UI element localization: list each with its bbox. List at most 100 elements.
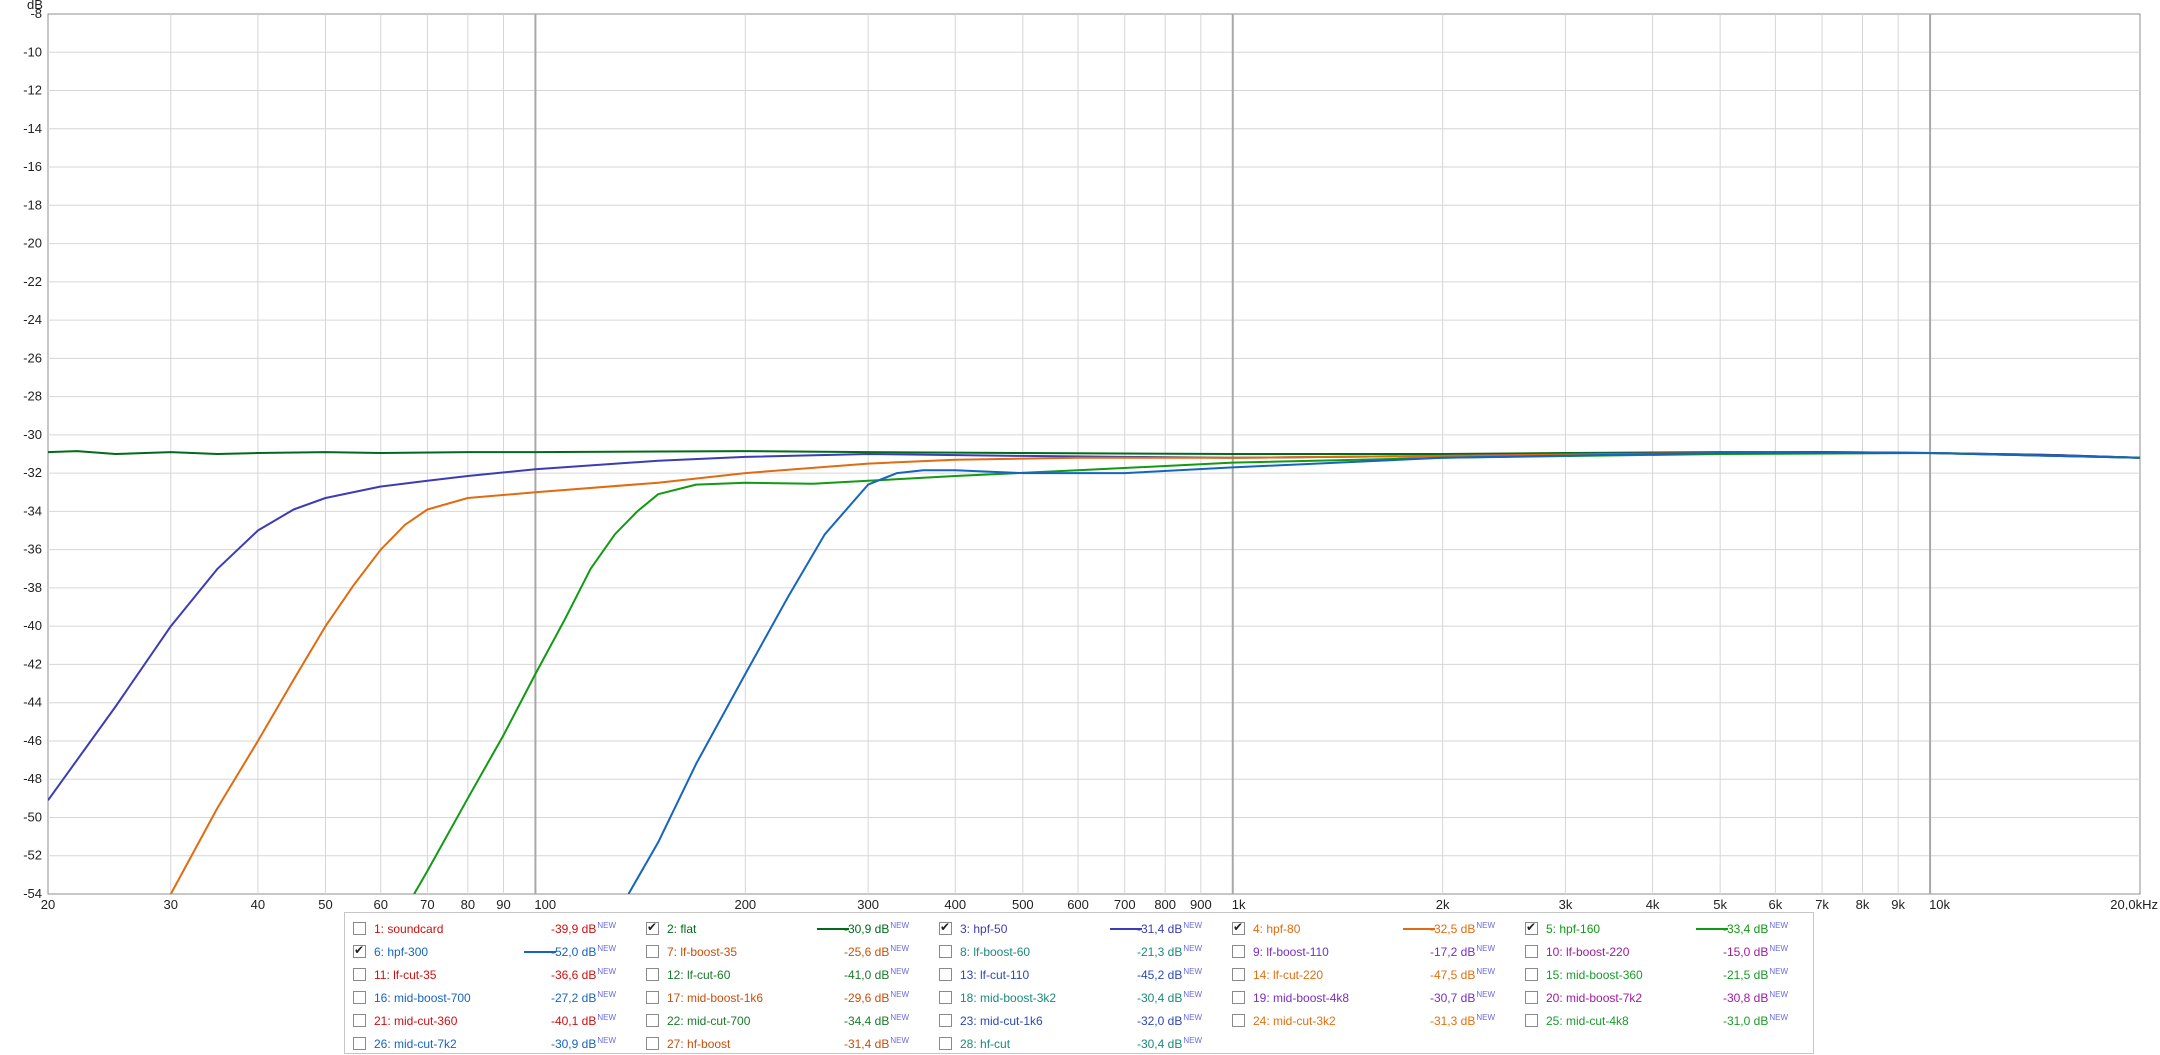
checkbox-checked[interactable] xyxy=(1232,920,1245,935)
x-tick-label: 70 xyxy=(420,897,434,910)
checkbox-checked[interactable] xyxy=(646,920,659,935)
checkbox-unchecked[interactable] xyxy=(939,945,952,958)
checkbox-unchecked[interactable] xyxy=(939,968,952,981)
checkbox-unchecked[interactable] xyxy=(939,991,952,1004)
legend-item[interactable]: 12: lf-cut-60 -41,0 dBNEW xyxy=(638,963,931,986)
checkbox-unchecked[interactable] xyxy=(353,968,366,981)
checkbox-unchecked[interactable] xyxy=(939,1037,952,1050)
x-tick-label: 30 xyxy=(164,897,178,910)
legend-item-label: 9: lf-boost-110 xyxy=(1253,944,1329,959)
legend-item[interactable]: 10: lf-boost-220 -15,0 dBNEW xyxy=(1517,940,1810,963)
y-tick-label: -42 xyxy=(23,656,42,671)
legend-value-text: -32,0 dB xyxy=(1136,1014,1183,1028)
legend-item[interactable]: 14: lf-cut-220 -47,5 dBNEW xyxy=(1224,963,1517,986)
checkbox-unchecked[interactable] xyxy=(1525,991,1538,1004)
checkbox-unchecked[interactable] xyxy=(1232,1014,1245,1027)
checkbox-unchecked[interactable] xyxy=(1525,945,1538,958)
legend-item-label: 22: mid-cut-700 xyxy=(667,1013,751,1028)
legend-item-value: -30,4 dBNEW xyxy=(1137,990,1202,1005)
legend-item-value: -30,8 dBNEW xyxy=(1723,990,1788,1005)
checkbox-checked[interactable] xyxy=(939,920,952,935)
legend-item[interactable]: 26: mid-cut-7k2 -30,9 dBNEW xyxy=(345,1032,638,1055)
x-tick-label: 8k xyxy=(1856,897,1870,910)
legend-swatch xyxy=(817,927,849,930)
legend-value-text: -25,6 dB xyxy=(843,945,890,959)
legend-item[interactable]: 3: hpf-50 -31,4 dBNEW xyxy=(931,917,1224,940)
legend-item[interactable]: 1: soundcard -39,9 dBNEW xyxy=(345,917,638,940)
legend-value-text: -40,1 dB xyxy=(550,1014,597,1028)
legend-item-label: 16: mid-boost-700 xyxy=(374,990,471,1005)
y-tick-label: -48 xyxy=(23,771,42,786)
y-tick-label: -20 xyxy=(23,236,42,251)
checkbox-checked[interactable] xyxy=(353,943,366,958)
legend-item[interactable]: 6: hpf-300 -52,0 dBNEW xyxy=(345,940,638,963)
y-tick-label: -16 xyxy=(23,159,42,174)
legend-item-label: 3: hpf-50 xyxy=(960,921,1008,936)
x-tick-label: 4k xyxy=(1646,897,1660,910)
legend-value-text: -47,5 dB xyxy=(1429,968,1476,982)
checkbox-unchecked[interactable] xyxy=(353,922,366,935)
frequency-response-chart[interactable]: -8 -10 -12 -14 -16 -18 -20 -22 -24 -26 -28 -30 -32 -3… xyxy=(0,0,2160,910)
new-tag: NEW xyxy=(597,990,616,999)
legend-item-value: -52,0 dBNEW xyxy=(551,944,616,959)
checkbox-unchecked[interactable] xyxy=(646,945,659,958)
x-tick-label: 600 xyxy=(1067,897,1089,910)
x-axis-ticks: 20 30 40 50 60 70 80 90 100 200 300 400 500 600 700 800… xyxy=(41,897,2158,910)
legend-row: 6: hpf-300 -52,0 dBNEW 7: lf-boost-35-25,6… xyxy=(345,940,1813,963)
checkbox-unchecked[interactable] xyxy=(646,991,659,1004)
legend-item[interactable]: 16: mid-boost-700 -27,2 dBNEW xyxy=(345,986,638,1009)
checkbox-unchecked[interactable] xyxy=(646,1037,659,1050)
legend-value-text: -27,2 dB xyxy=(550,991,597,1005)
legend-item[interactable]: 7: lf-boost-35 -25,6 dBNEW xyxy=(638,940,931,963)
legend-item[interactable]: 13: lf-cut-110 -45,2 dBNEW xyxy=(931,963,1224,986)
legend-item[interactable]: 28: hf-cut -30,4 dBNEW xyxy=(931,1032,1224,1055)
checkbox-unchecked[interactable] xyxy=(353,1037,366,1050)
legend-item[interactable]: 20: mid-boost-7k2 -30,8 dBNEW xyxy=(1517,986,1810,1009)
y-axis-ticks: -8 -10 -12 -14 -16 -18 -20 -22 -24 -26 -28 -30 -32 -3… xyxy=(23,6,42,901)
y-tick-label: -14 xyxy=(23,121,42,136)
checkbox-unchecked[interactable] xyxy=(939,1014,952,1027)
legend-item[interactable]: 24: mid-cut-3k2 -31,3 dBNEW xyxy=(1224,1009,1517,1032)
checkbox-unchecked[interactable] xyxy=(353,991,366,1004)
legend-row: 26: mid-cut-7k2 -30,9 dBNEW 27: hf-boost -3… xyxy=(345,1032,1813,1055)
legend-item[interactable]: 2: flat -30,9 dBNEW xyxy=(638,917,931,940)
legend-item[interactable]: 19: mid-boost-4k8 -30,7 dBNEW xyxy=(1224,986,1517,1009)
checkbox-unchecked[interactable] xyxy=(1232,968,1245,981)
checkbox-unchecked[interactable] xyxy=(353,1014,366,1027)
checkbox-unchecked[interactable] xyxy=(1525,968,1538,981)
legend-item-value: -29,6 dBNEW xyxy=(844,990,909,1005)
new-tag: NEW xyxy=(597,1013,616,1022)
legend-swatch xyxy=(524,950,556,953)
legend-item[interactable]: 5: hpf-160 -33,4 dBNEW xyxy=(1517,917,1810,940)
legend-item-label: 8: lf-boost-60 xyxy=(960,944,1031,959)
legend-item-value: -31,4 dBNEW xyxy=(1137,921,1202,936)
x-tick-label: 100 xyxy=(534,897,556,910)
x-tick-label: 500 xyxy=(1012,897,1034,910)
checkbox-unchecked[interactable] xyxy=(1525,1014,1538,1027)
legend-item[interactable]: 18: mid-boost-3k2 -30,4 dBNEW xyxy=(931,986,1224,1009)
x-tick-label: 5k xyxy=(1713,897,1727,910)
legend-item[interactable]: 27: hf-boost -31,4 dBNEW xyxy=(638,1032,931,1055)
legend-item[interactable]: 11: lf-cut-35 -36,6 dBNEW xyxy=(345,963,638,986)
legend-item-label: 6: hpf-300 xyxy=(374,944,429,959)
legend-item[interactable]: 17: mid-boost-1k6 -29,6 dBNEW xyxy=(638,986,931,1009)
checkbox-unchecked[interactable] xyxy=(1232,991,1245,1004)
legend-item-label: 15: mid-boost-360 xyxy=(1546,967,1643,982)
legend-value-text: -30,8 dB xyxy=(1722,991,1769,1005)
checkbox-checked[interactable] xyxy=(1525,920,1538,935)
checkbox-unchecked[interactable] xyxy=(1232,945,1245,958)
legend-item[interactable]: 22: mid-cut-700 -34,4 dBNEW xyxy=(638,1009,931,1032)
legend-item[interactable]: 15: mid-boost-360 -21,5 dBNEW xyxy=(1517,963,1810,986)
legend-item[interactable]: 4: hpf-80 -32,5 dBNEW xyxy=(1224,917,1517,940)
legend-item[interactable]: 9: lf-boost-110 -17,2 dBNEW xyxy=(1224,940,1517,963)
checkbox-unchecked[interactable] xyxy=(646,1014,659,1027)
legend-swatch xyxy=(1110,927,1142,930)
x-tick-label: 40 xyxy=(251,897,265,910)
legend-item[interactable]: 23: mid-cut-1k6 -32,0 dBNEW xyxy=(931,1009,1224,1032)
legend-item[interactable]: 25: mid-cut-4k8 -31,0 dBNEW xyxy=(1517,1009,1810,1032)
checkbox-unchecked[interactable] xyxy=(646,968,659,981)
legend-item[interactable]: 8: lf-boost-60 -21,3 dBNEW xyxy=(931,940,1224,963)
new-tag: NEW xyxy=(890,944,909,953)
legend-item[interactable]: 21: mid-cut-360 -40,1 dBNEW xyxy=(345,1009,638,1032)
legend-item-label: 19: mid-boost-4k8 xyxy=(1253,990,1350,1005)
